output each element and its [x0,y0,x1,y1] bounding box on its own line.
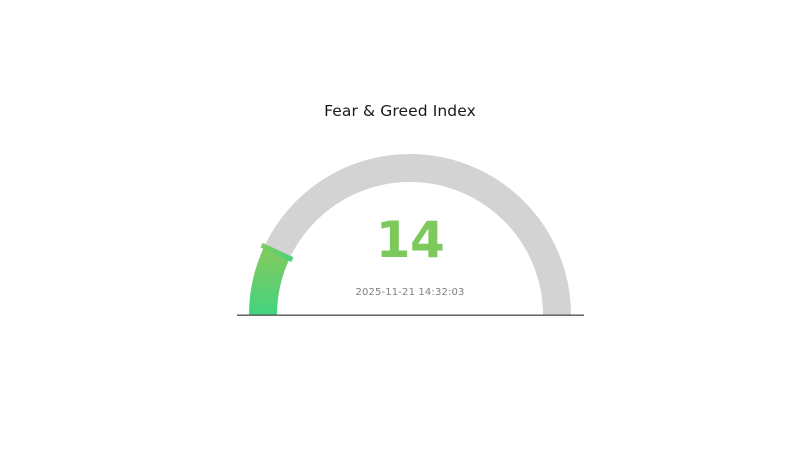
gauge-timestamp-label: 2025-11-21 14:32:03 [355,287,465,298]
gauge-value-label: 14 [375,211,445,269]
gauge-progress-cap [260,242,294,262]
gauge-progress-arc [249,246,290,315]
page-title: Fear & Greed Index [324,102,476,120]
gauge-track-arc [249,154,571,315]
